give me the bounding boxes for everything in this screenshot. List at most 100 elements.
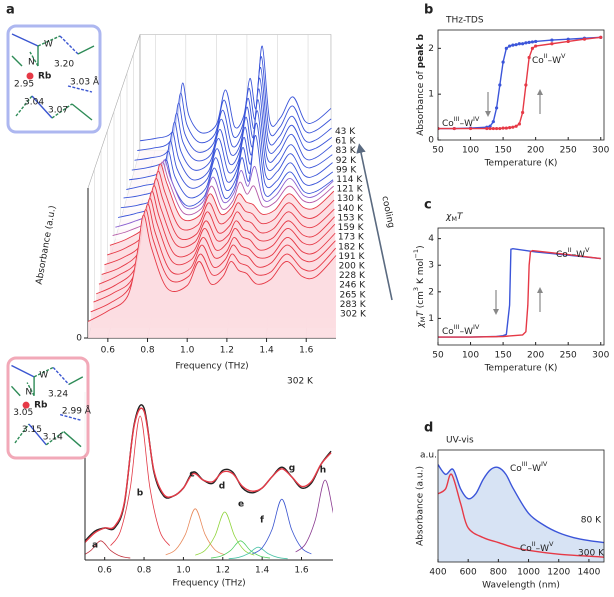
marker: [485, 126, 489, 131]
marker: [488, 126, 492, 131]
x-tick-label: 250: [560, 351, 577, 361]
marker: [566, 39, 570, 44]
annotation: CoIII–WIV: [510, 460, 548, 474]
area: [438, 464, 604, 562]
bond: [31, 95, 53, 119]
series-label: 173 K: [338, 233, 365, 243]
series-label: 283 K: [340, 300, 367, 310]
plot-area: [438, 464, 604, 562]
rb-atom: [22, 401, 30, 409]
line: [438, 248, 601, 338]
y-tick-label: 2: [428, 44, 434, 54]
x-tick-label: 1.2: [220, 346, 234, 356]
area: [88, 214, 336, 338]
y-tick-label: 3: [428, 261, 434, 271]
line: [195, 511, 255, 556]
x-axis-label: Temperature (K): [484, 364, 558, 374]
line: [438, 464, 604, 544]
panel-label: c: [424, 198, 432, 213]
y-tick-label: 2: [428, 287, 434, 297]
bond: [67, 85, 93, 93]
y-axis-label: χMT (cm3 K mol−1): [412, 245, 427, 328]
x-tick-label: 50: [432, 146, 444, 156]
y-tick-label: 1: [428, 90, 434, 100]
annotation-part: II: [568, 246, 572, 254]
series-label: b: [137, 489, 144, 499]
line: [85, 540, 131, 559]
line: [438, 473, 604, 558]
y-axis-label-part: ): [416, 245, 426, 249]
x-tick-label: 50: [432, 351, 444, 361]
x-tick-label: 250: [560, 146, 577, 156]
marker: [530, 40, 534, 44]
series-label: 159 K: [338, 223, 365, 233]
inset-label: 3.05: [13, 408, 33, 418]
y-axis-label-part: 3: [412, 287, 420, 291]
x-tick-label: 100: [462, 351, 479, 361]
y-tick-label: 4: [428, 234, 434, 244]
inset-label: 3.14: [43, 433, 63, 443]
annotation-part: –W: [536, 544, 550, 554]
marker: [508, 126, 512, 130]
x-tick-label: 0.8: [140, 346, 155, 356]
inset-label: Rb: [38, 72, 52, 82]
inset-label: N: [28, 58, 35, 68]
y-axis-label: Absorbance (a.u.): [416, 466, 426, 546]
marker: [514, 43, 518, 47]
line: [85, 407, 332, 543]
marker: [511, 43, 515, 47]
x-axis-label: Temperature (K): [484, 159, 558, 169]
cooling-arrow: [356, 143, 393, 301]
x-tick-label: 600: [460, 568, 477, 578]
rb-atom: [26, 72, 34, 80]
annotation-part: V: [549, 540, 554, 548]
annotation-part: –W: [528, 464, 542, 474]
x-axis-label: Frequency (THz): [172, 579, 245, 589]
x-tick-label: 200: [527, 146, 544, 156]
marker: [524, 41, 528, 45]
series-label: 300 K: [578, 549, 605, 559]
annotation-part: III: [454, 323, 460, 331]
series-label: 92 K: [336, 156, 357, 166]
x-tick-label: 150: [495, 351, 512, 361]
marker: [521, 110, 525, 115]
series-label: 140 K: [337, 204, 364, 214]
line: [295, 479, 333, 553]
x-tick-label: 800: [490, 568, 507, 578]
annotation: cooling: [379, 195, 396, 229]
marker: [511, 125, 515, 129]
annotation: CoII–WV: [520, 540, 554, 554]
marker: [468, 126, 473, 131]
marker: [491, 120, 495, 124]
marker: [527, 55, 531, 60]
marker: [517, 42, 521, 46]
annotation-part: V: [561, 52, 566, 60]
annotation-part: III: [454, 115, 460, 123]
bond: [11, 33, 39, 47]
bond: [14, 423, 30, 444]
bond: [59, 413, 82, 421]
y-tick-label: 1: [428, 314, 434, 324]
frame: [437, 449, 605, 563]
line: [228, 546, 288, 560]
chart-title: UV-vis: [446, 436, 474, 446]
line: [252, 498, 312, 555]
series-label: 99 K: [336, 165, 357, 175]
inset-label: 3.20: [54, 60, 74, 70]
series-label: 130 K: [337, 194, 364, 204]
y-tick-label: 0: [428, 136, 434, 146]
y-axis-label-part: T: [416, 310, 426, 317]
y-axis-label-part: (cm: [416, 291, 426, 311]
annotation-part: II: [532, 540, 536, 548]
bond: [51, 103, 73, 119]
marker: [504, 46, 508, 50]
y-axis-label-part: peak b: [416, 34, 426, 69]
inset-label: Rb: [34, 401, 48, 411]
chart-title-part: M: [451, 215, 457, 223]
marker: [452, 126, 456, 131]
annotation-part: Co: [442, 119, 454, 129]
panel-label: d: [424, 421, 433, 436]
marker: [527, 40, 531, 44]
frame: [437, 29, 605, 141]
